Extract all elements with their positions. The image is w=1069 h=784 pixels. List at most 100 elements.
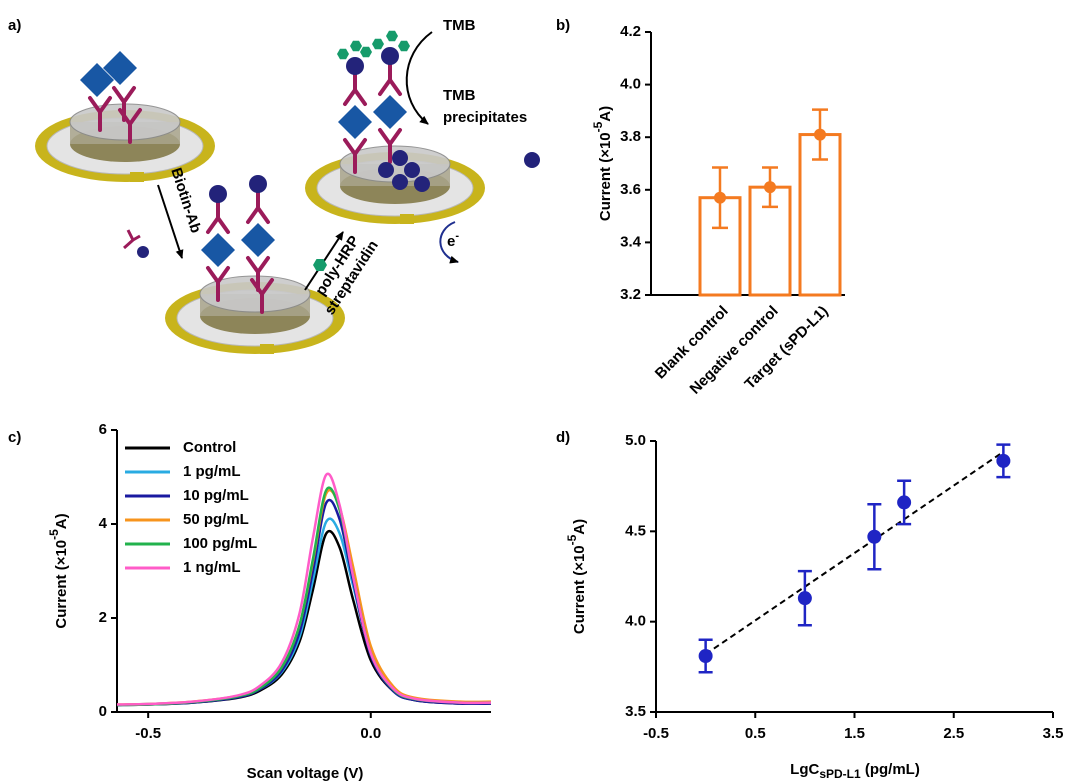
electron-label: e-	[447, 230, 459, 250]
y-tick-label: 4.5	[625, 522, 646, 539]
antibody	[118, 108, 142, 144]
detection-antibody	[206, 198, 230, 234]
biotin	[378, 162, 394, 178]
antibody	[343, 138, 367, 174]
point	[996, 453, 1011, 468]
reagent-label: TMB	[443, 17, 476, 34]
x-tick-label: 2.5	[943, 725, 964, 742]
point	[897, 495, 912, 510]
detection-antibody	[378, 60, 402, 96]
fit-line	[705, 451, 1004, 656]
y-tick-label: 3.4	[620, 233, 642, 250]
biotin	[392, 150, 408, 166]
curve	[116, 472, 492, 706]
y-label-part: Current (×10	[53, 540, 70, 629]
y-axis-label: Current (×10-5A)	[565, 519, 588, 634]
hrp	[337, 48, 349, 60]
biotin	[381, 47, 399, 65]
biotin	[404, 162, 420, 178]
biotin	[392, 174, 408, 190]
y-tick-label: 0	[99, 703, 107, 720]
legend-label: Control	[183, 439, 236, 456]
x-tick-label: -0.5	[135, 725, 161, 742]
biotin-ab-icon	[123, 229, 141, 250]
biotin	[137, 246, 149, 258]
x-tick-label: 0.5	[745, 725, 766, 742]
arrow	[157, 184, 184, 259]
legend-label: 1 pg/mL	[183, 463, 241, 480]
biotin	[249, 175, 267, 193]
tmb-arrow	[405, 31, 433, 125]
hrp	[313, 258, 327, 272]
hrp	[350, 40, 362, 52]
y-tick-label: 6	[99, 421, 107, 438]
detection-antibody	[246, 188, 270, 224]
antigen	[103, 51, 137, 85]
detection-antibody	[343, 70, 367, 106]
biotin	[346, 57, 364, 75]
product-label: precipitates	[443, 109, 527, 126]
electron-arc	[439, 221, 459, 264]
x-tick-label: 1.5	[844, 725, 865, 742]
y-tick-label: 3.5	[625, 703, 646, 720]
antibody	[246, 256, 270, 292]
y-label-sup: -5	[565, 534, 579, 545]
x-tick-label: 0.0	[360, 725, 381, 742]
hrp	[360, 46, 372, 58]
y-tick-label: 5.0	[625, 432, 646, 449]
y-tick-label: 2	[99, 609, 107, 626]
y-tick-label: 4.0	[625, 613, 646, 630]
biotin	[414, 176, 430, 192]
panel-label: d)	[556, 429, 570, 446]
y-axis-label: Current (×10-5A)	[47, 513, 70, 628]
cylinder-top	[199, 275, 311, 313]
panel-label: a)	[8, 17, 21, 34]
x-label-part: LgC	[790, 761, 819, 778]
y-tick-label: 4.2	[620, 23, 641, 40]
antigen	[80, 63, 114, 97]
y-label-sup: -5	[591, 121, 605, 132]
legend-label: 50 pg/mL	[183, 511, 249, 528]
hrp	[372, 38, 384, 50]
x-tick-label: -0.5	[643, 725, 669, 742]
antibody	[206, 266, 230, 302]
y-tick-label: 3.2	[620, 286, 641, 303]
y-axis-label: Current (×10-5A)	[591, 106, 614, 221]
hrp	[398, 40, 410, 52]
step-label: Biotin-Ab	[167, 166, 204, 235]
antigen	[373, 95, 407, 129]
biotin	[524, 152, 540, 168]
y-label-part: Current (×10	[597, 132, 614, 221]
electrode-tab	[400, 214, 414, 224]
electrode-tab	[130, 172, 144, 182]
electron-base: e	[447, 233, 455, 250]
x-label-part: (pg/mL)	[861, 761, 920, 778]
y-label-part: A)	[571, 519, 588, 535]
point	[698, 648, 713, 663]
antigen	[338, 105, 372, 139]
bar	[798, 133, 842, 297]
mean-point	[764, 181, 776, 194]
panel-label: b)	[556, 17, 570, 34]
y-tick-label: 4	[99, 515, 108, 532]
y-label-sup: -5	[47, 529, 61, 540]
y-label-part: A)	[597, 106, 614, 122]
antibody	[250, 278, 274, 314]
x-axis-label: LgCsPD-L1 (pg/mL)	[790, 761, 920, 781]
x-label-sub: sPD-L1	[819, 767, 861, 781]
y-tick-label: 4.0	[620, 76, 641, 93]
legend-label: 100 pg/mL	[183, 535, 257, 552]
product-label: TMB	[443, 87, 476, 104]
mean-point	[814, 128, 826, 141]
antibody	[88, 96, 112, 132]
antigen	[201, 233, 235, 267]
antigen	[241, 223, 275, 257]
antibody	[378, 128, 402, 164]
electrode-tab	[260, 344, 274, 354]
legend-label: 10 pg/mL	[183, 487, 249, 504]
x-tick-label: 3.5	[1043, 725, 1064, 742]
y-label-part: A)	[53, 513, 70, 529]
electron-sup: -	[455, 230, 459, 242]
mean-point	[714, 191, 726, 204]
